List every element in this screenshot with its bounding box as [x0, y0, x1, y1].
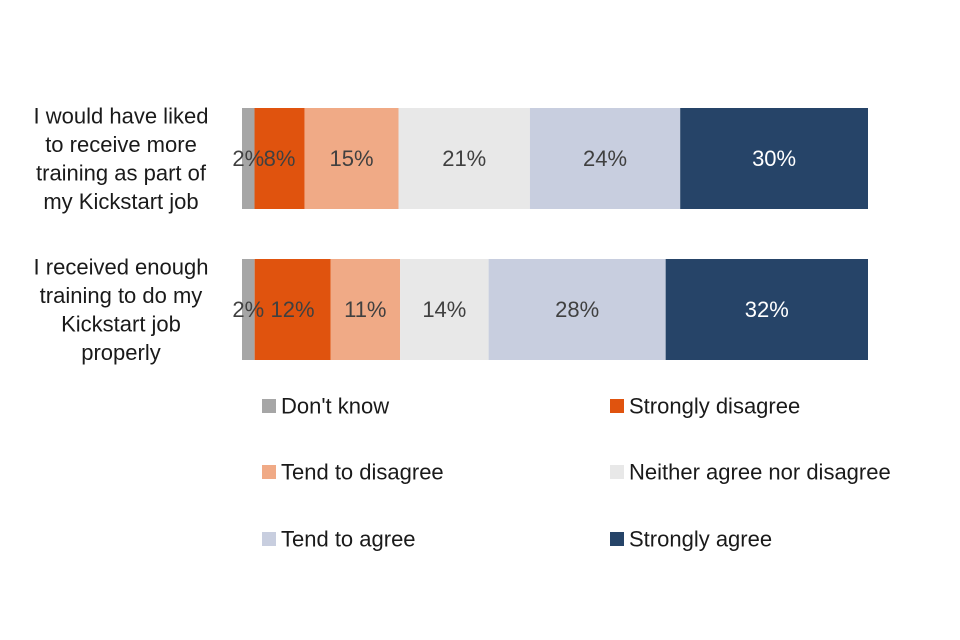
legend-label: Tend to disagree — [281, 460, 444, 485]
legend: Don't know Strongly disagree Tend to disag… — [262, 394, 891, 552]
legend-label: Strongly disagree — [629, 394, 800, 419]
legend-label: Don't know — [281, 394, 389, 419]
category-labels: I would have liked to receive more trainin… — [34, 103, 209, 365]
category-label-line: training as part of — [36, 160, 207, 185]
category-label-line: Kickstart job — [61, 311, 181, 336]
bar-segment — [330, 259, 401, 360]
data-label: 28% — [555, 297, 599, 322]
data-label: 8% — [264, 146, 296, 171]
bar-segment — [242, 108, 255, 209]
data-label: 2% — [232, 297, 264, 322]
legend-swatch — [610, 465, 624, 479]
legend-swatch — [262, 399, 276, 413]
bar-segment — [398, 108, 530, 209]
data-label: 32% — [745, 297, 789, 322]
bar-segment — [529, 108, 681, 209]
data-label: 21% — [442, 146, 486, 171]
category-label-line: training to do my — [40, 283, 203, 308]
category-label: I received enough training to do my Kickst… — [34, 254, 209, 365]
legend-swatch — [610, 532, 624, 546]
category-label-line: properly — [81, 340, 160, 365]
category-label-line: I would have liked — [34, 103, 209, 128]
bar-segment — [304, 108, 399, 209]
legend-label: Neither agree nor disagree — [629, 460, 891, 485]
bar-segment — [665, 259, 868, 360]
legend-swatch — [262, 532, 276, 546]
legend-swatch — [610, 399, 624, 413]
category-label-line: I received enough — [34, 254, 209, 279]
data-label: 14% — [422, 297, 466, 322]
category-label: I would have liked to receive more trainin… — [34, 103, 209, 214]
bar-segment — [488, 259, 666, 360]
data-label: 30% — [752, 146, 796, 171]
category-label-line: my Kickstart job — [43, 189, 198, 214]
data-label: 15% — [330, 146, 374, 171]
legend-label: Strongly agree — [629, 527, 772, 552]
bar-segments — [242, 108, 868, 360]
legend-label: Tend to agree — [281, 527, 416, 552]
value-labels: 2% 8% 15% 21% 24% 30%2% 12% 11% 14% 28% 32% — [232, 146, 796, 322]
data-label: 2% — [232, 146, 264, 171]
bar-segment — [254, 108, 305, 209]
category-label-line: to receive more — [45, 132, 197, 157]
bar-segment — [254, 259, 331, 360]
data-label: 12% — [271, 297, 315, 322]
bar-segment — [680, 108, 868, 209]
data-label: 11% — [344, 297, 386, 322]
bar-segment — [242, 259, 255, 360]
data-label: 24% — [583, 146, 627, 171]
bar-segment — [400, 259, 489, 360]
legend-swatch — [262, 465, 276, 479]
